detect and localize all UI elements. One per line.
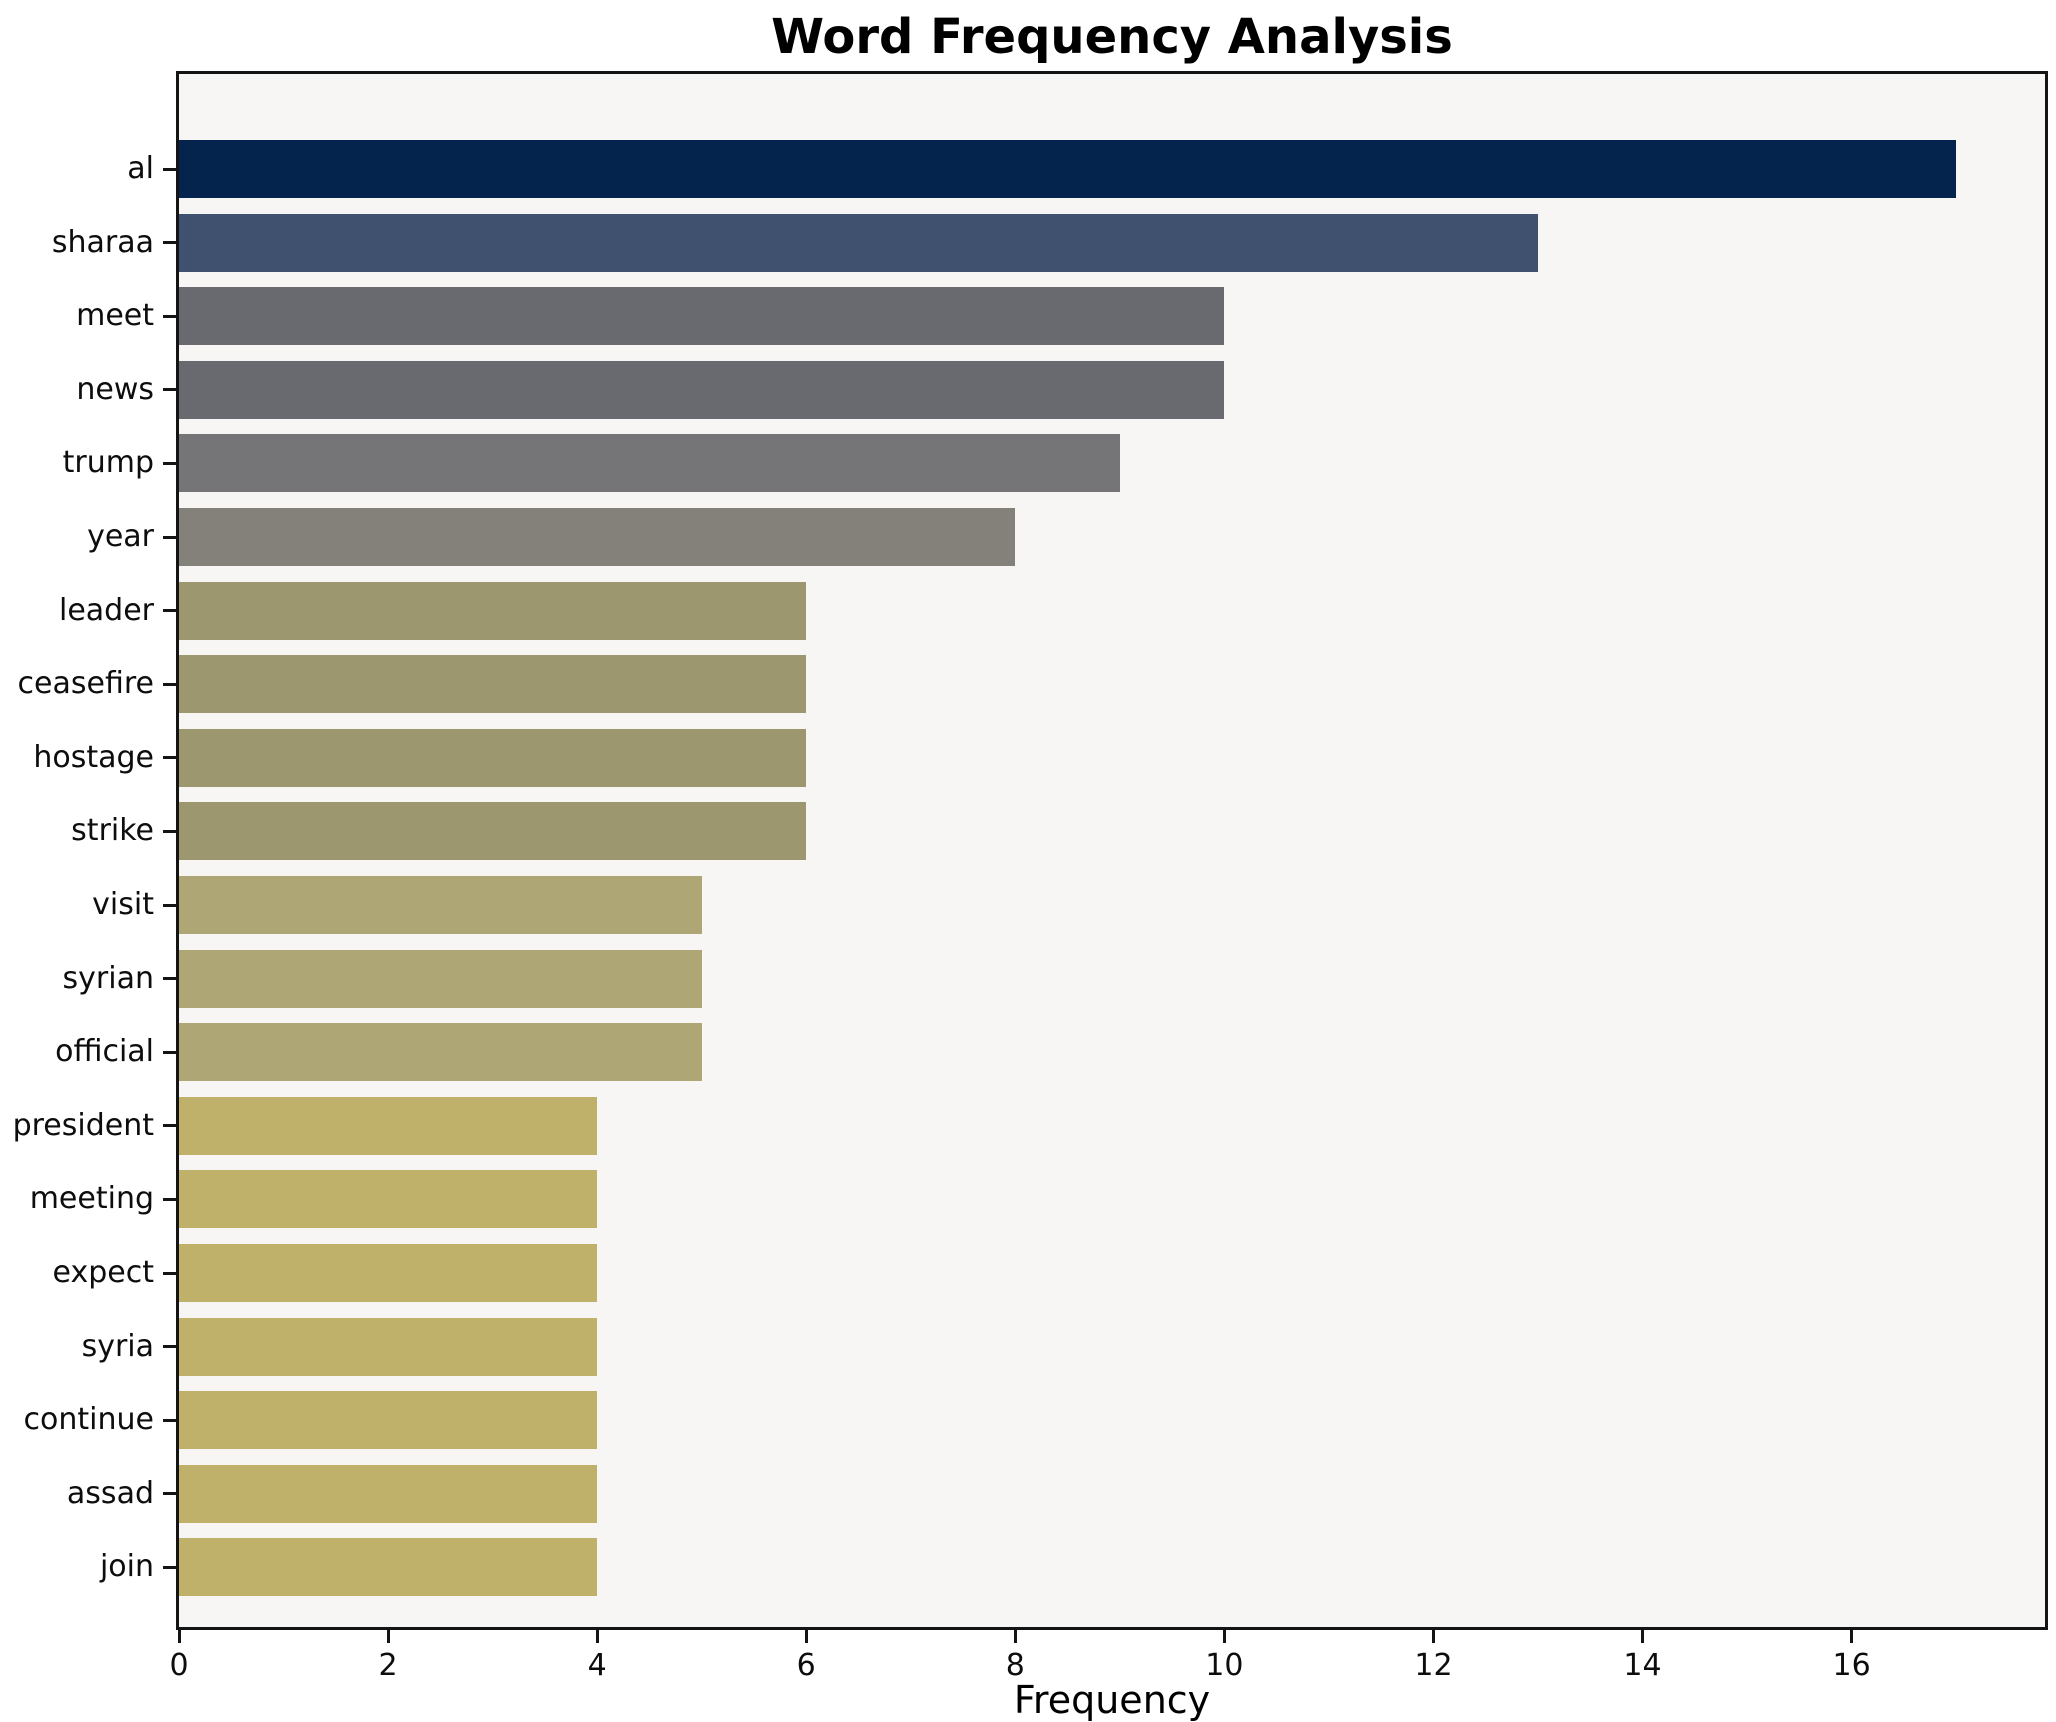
y-tick-label: syrian (62, 960, 154, 996)
x-tick-mark (595, 1630, 599, 1643)
x-tick-label: 10 (1205, 1648, 1244, 1683)
bar-ceasefire (179, 655, 807, 714)
bar-assad (179, 1464, 598, 1523)
x-tick-mark (1641, 1630, 1645, 1643)
x-tick-mark (386, 1630, 390, 1643)
bar-trump (179, 434, 1120, 493)
y-tick-mark (163, 1492, 176, 1496)
bar-sharaa (179, 213, 1538, 272)
y-tick-mark (163, 609, 176, 613)
bar-visit (179, 876, 702, 934)
bar-continue (179, 1391, 598, 1450)
y-tick-mark (163, 314, 176, 318)
x-tick-mark (1431, 1630, 1435, 1643)
y-tick-mark (163, 1345, 176, 1349)
x-tick-mark (1222, 1630, 1226, 1643)
y-tick-label: sharaa (51, 224, 154, 260)
y-tick-mark (163, 388, 176, 392)
bar-hostage (179, 728, 807, 787)
bar-meeting (179, 1170, 598, 1229)
y-tick-label: hostage (33, 739, 154, 775)
y-tick-mark (163, 1197, 176, 1201)
x-tick-label: 14 (1623, 1648, 1662, 1683)
x-tick-label: 6 (796, 1648, 816, 1683)
y-tick-label: ceasefire (17, 666, 154, 702)
x-tick-label: 0 (169, 1648, 189, 1683)
y-tick-mark (163, 977, 176, 981)
y-tick-mark (163, 682, 176, 686)
y-tick-mark (163, 241, 176, 245)
y-tick-mark (163, 829, 176, 833)
bar-president (179, 1096, 598, 1155)
y-tick-mark (163, 167, 176, 171)
y-tick-label: official (55, 1034, 154, 1070)
y-tick-label: join (99, 1549, 154, 1585)
y-tick-label: strike (71, 813, 154, 849)
y-tick-mark (163, 903, 176, 907)
y-tick-label: al (127, 151, 154, 186)
y-tick-label: visit (92, 887, 154, 922)
x-tick-label: 16 (1832, 1648, 1871, 1683)
bar-join (179, 1538, 598, 1597)
y-tick-label: expect (52, 1255, 154, 1290)
y-tick-mark (163, 756, 176, 760)
y-tick-mark (163, 1124, 176, 1128)
y-tick-label: meeting (29, 1181, 154, 1217)
y-tick-mark (163, 1418, 176, 1422)
y-tick-mark (163, 461, 176, 465)
bar-meet (179, 287, 1225, 346)
plot-area (176, 71, 2048, 1630)
y-tick-label: news (76, 371, 154, 407)
x-tick-label: 4 (587, 1648, 607, 1683)
x-tick-mark (1013, 1630, 1017, 1643)
x-tick-label: 8 (1005, 1648, 1025, 1683)
bar-official (179, 1023, 702, 1082)
bar-syria (179, 1317, 598, 1376)
bar-leader (179, 581, 807, 640)
y-tick-mark (163, 1050, 176, 1054)
y-tick-label: assad (66, 1475, 154, 1511)
bar-expect (179, 1244, 598, 1302)
y-tick-label: syria (81, 1328, 154, 1364)
y-tick-mark (163, 535, 176, 539)
y-tick-label: trump (62, 445, 154, 481)
bar-strike (179, 802, 807, 861)
y-tick-mark (163, 1565, 176, 1569)
y-tick-mark (163, 1271, 176, 1275)
x-tick-mark (177, 1630, 181, 1643)
chart-title: Word Frequency Analysis (771, 9, 1453, 65)
x-tick-label: 12 (1414, 1648, 1453, 1683)
y-tick-label: leader (58, 592, 154, 628)
y-tick-label: meet (76, 298, 154, 334)
bar-al (179, 140, 1957, 198)
x-tick-mark (1850, 1630, 1854, 1643)
x-tick-mark (804, 1630, 808, 1643)
y-tick-label: continue (23, 1402, 154, 1438)
bar-syrian (179, 949, 702, 1008)
x-axis-label: Frequency (1013, 1678, 1211, 1722)
y-tick-label: year (87, 519, 154, 554)
bar-news (179, 360, 1225, 419)
bar-year (179, 508, 1016, 566)
y-tick-label: president (12, 1107, 154, 1143)
x-tick-label: 2 (378, 1648, 398, 1683)
